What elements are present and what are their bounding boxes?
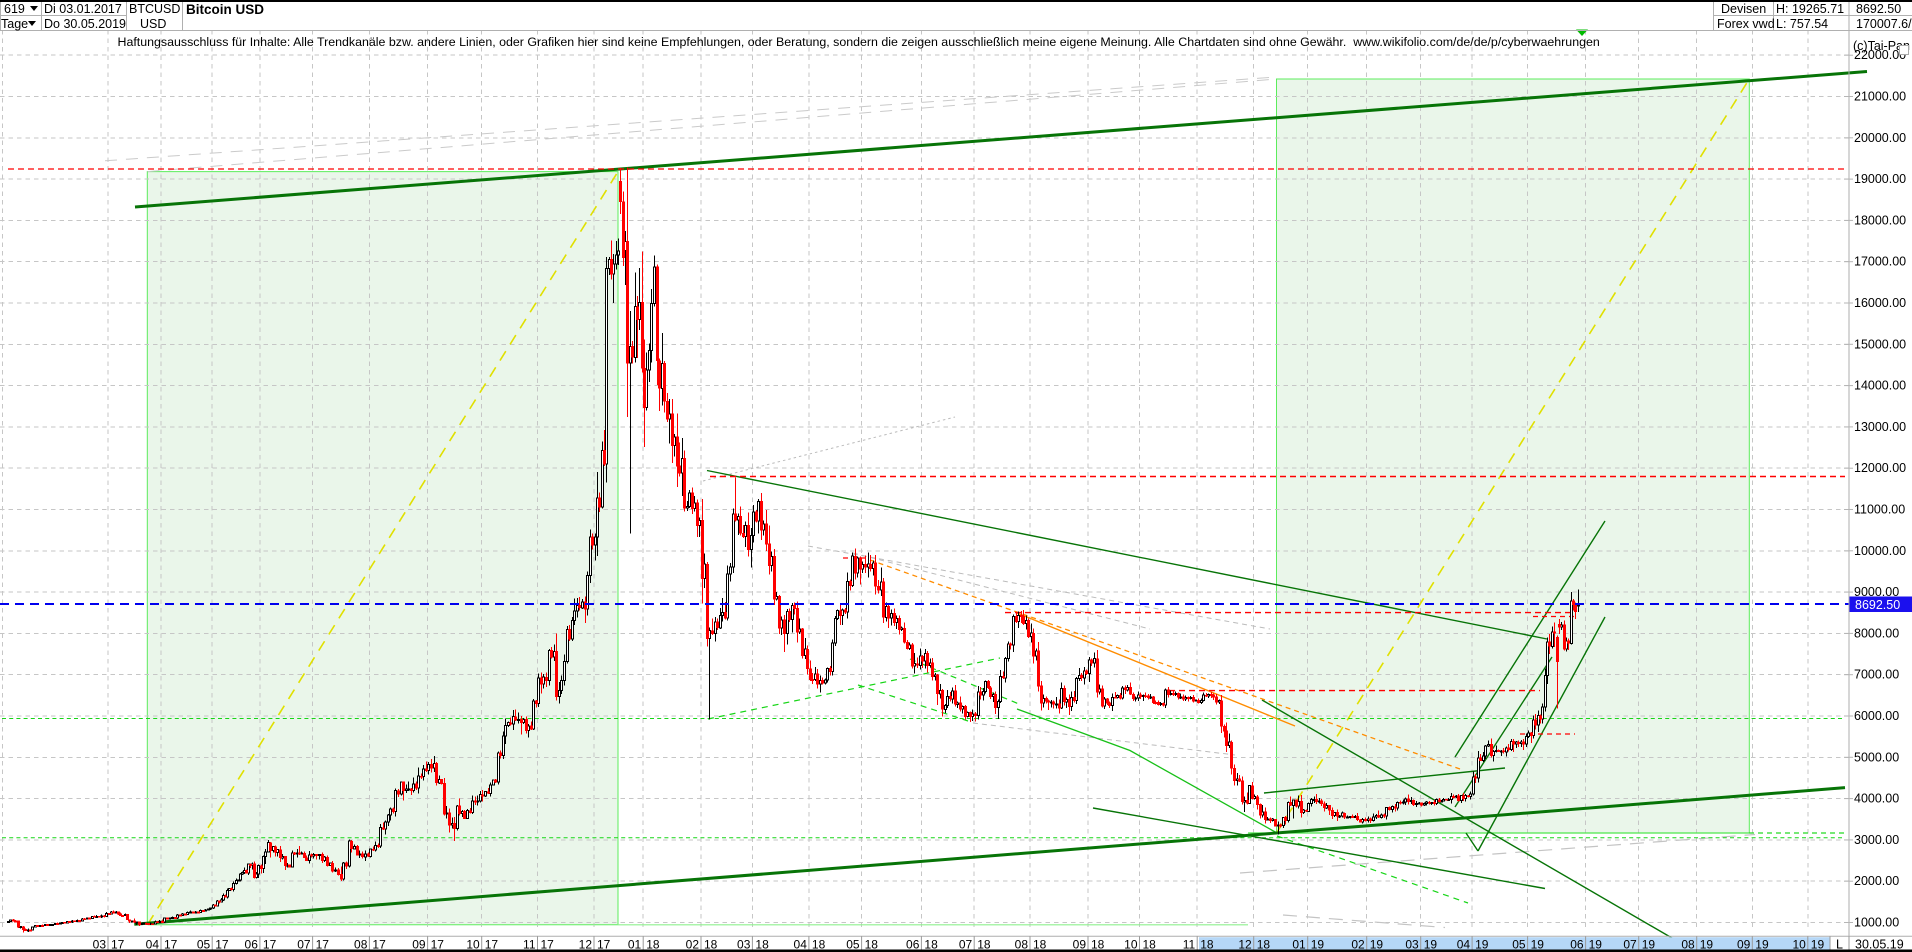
- svg-text:05: 05: [846, 938, 860, 952]
- svg-text:17: 17: [597, 938, 611, 952]
- svg-text:07: 07: [297, 938, 311, 952]
- svg-text:18: 18: [865, 938, 879, 952]
- svg-text:18: 18: [1033, 938, 1047, 952]
- svg-text:19: 19: [1531, 938, 1545, 952]
- svg-text:5000.00: 5000.00: [1854, 750, 1899, 764]
- svg-text:10: 10: [1124, 938, 1138, 952]
- svg-text:19: 19: [1475, 938, 1489, 952]
- svg-text:18: 18: [704, 938, 718, 952]
- svg-text:15000.00: 15000.00: [1854, 337, 1906, 351]
- svg-text:08: 08: [354, 938, 368, 952]
- svg-text:16000.00: 16000.00: [1854, 296, 1906, 310]
- svg-text:19: 19: [1700, 938, 1714, 952]
- svg-text:18: 18: [646, 938, 660, 952]
- svg-text:21000.00: 21000.00: [1854, 90, 1906, 104]
- svg-text:17: 17: [215, 938, 229, 952]
- svg-text:19: 19: [1811, 938, 1825, 952]
- svg-text:17000.00: 17000.00: [1854, 255, 1906, 269]
- svg-text:01: 01: [628, 938, 642, 952]
- svg-text:17: 17: [372, 938, 386, 952]
- svg-text:19: 19: [1424, 938, 1438, 952]
- svg-text:18000.00: 18000.00: [1854, 213, 1906, 227]
- svg-text:04: 04: [794, 938, 808, 952]
- svg-text:14000.00: 14000.00: [1854, 379, 1906, 393]
- svg-text:06: 06: [906, 938, 920, 952]
- svg-text:12000.00: 12000.00: [1854, 461, 1906, 475]
- svg-text:04: 04: [1457, 938, 1471, 952]
- svg-text:9000.00: 9000.00: [1854, 585, 1899, 599]
- svg-text:18: 18: [812, 938, 826, 952]
- svg-text:3000.00: 3000.00: [1854, 833, 1899, 847]
- svg-text:17: 17: [541, 938, 555, 952]
- svg-text:08: 08: [1015, 938, 1029, 952]
- svg-text:08: 08: [1681, 938, 1695, 952]
- svg-text:17: 17: [164, 938, 178, 952]
- svg-text:L: L: [1836, 938, 1843, 952]
- svg-text:11: 11: [523, 938, 536, 952]
- svg-text:19: 19: [1642, 938, 1656, 952]
- svg-text:07: 07: [959, 938, 973, 952]
- svg-text:10000.00: 10000.00: [1854, 544, 1906, 558]
- svg-text:22000.00: 22000.00: [1854, 48, 1906, 62]
- svg-text:05: 05: [197, 938, 211, 952]
- svg-text:7000.00: 7000.00: [1854, 668, 1899, 682]
- svg-text:11000.00: 11000.00: [1854, 503, 1905, 517]
- svg-text:17: 17: [485, 938, 499, 952]
- svg-text:18: 18: [1200, 938, 1214, 952]
- svg-text:10: 10: [466, 938, 480, 952]
- svg-text:02: 02: [1351, 938, 1365, 952]
- svg-text:19: 19: [1755, 938, 1769, 952]
- svg-text:18: 18: [977, 938, 991, 952]
- svg-text:30.05.19: 30.05.19: [1855, 938, 1904, 952]
- svg-text:09: 09: [1073, 938, 1087, 952]
- svg-text:07: 07: [1623, 938, 1637, 952]
- svg-text:17: 17: [316, 938, 330, 952]
- svg-text:8692.50: 8692.50: [1855, 598, 1900, 612]
- svg-text:12: 12: [1238, 938, 1252, 952]
- svg-text:1000.00: 1000.00: [1854, 916, 1899, 930]
- svg-text:06: 06: [245, 938, 259, 952]
- svg-text:6000.00: 6000.00: [1854, 709, 1899, 723]
- svg-text:01: 01: [1292, 938, 1306, 952]
- svg-text:19: 19: [1311, 938, 1325, 952]
- svg-text:17: 17: [263, 938, 277, 952]
- svg-text:4000.00: 4000.00: [1854, 792, 1899, 806]
- svg-text:03: 03: [737, 938, 751, 952]
- svg-text:03: 03: [1405, 938, 1419, 952]
- svg-text:13000.00: 13000.00: [1854, 420, 1906, 434]
- svg-text:19: 19: [1589, 938, 1603, 952]
- svg-text:2000.00: 2000.00: [1854, 874, 1899, 888]
- svg-text:17: 17: [111, 938, 125, 952]
- svg-text:18: 18: [1091, 938, 1105, 952]
- svg-text:19000.00: 19000.00: [1854, 172, 1906, 186]
- svg-text:(c)Tai-Pan: (c)Tai-Pan: [1853, 39, 1910, 53]
- svg-text:18: 18: [1143, 938, 1157, 952]
- svg-text:20000.00: 20000.00: [1854, 131, 1906, 145]
- svg-text:02: 02: [686, 938, 700, 952]
- svg-text:09: 09: [412, 938, 426, 952]
- svg-text:11: 11: [1183, 938, 1196, 952]
- svg-text:09: 09: [1737, 938, 1751, 952]
- svg-text:18: 18: [755, 938, 769, 952]
- svg-text:18: 18: [924, 938, 938, 952]
- svg-text:19: 19: [1370, 938, 1384, 952]
- svg-text:05: 05: [1512, 938, 1526, 952]
- svg-text:12: 12: [579, 938, 593, 952]
- svg-text:03: 03: [93, 938, 107, 952]
- svg-text:17: 17: [431, 938, 445, 952]
- svg-text:10: 10: [1792, 938, 1806, 952]
- svg-text:8000.00: 8000.00: [1854, 626, 1899, 640]
- svg-text:04: 04: [146, 938, 160, 952]
- svg-text:18: 18: [1257, 938, 1271, 952]
- svg-text:06: 06: [1570, 938, 1584, 952]
